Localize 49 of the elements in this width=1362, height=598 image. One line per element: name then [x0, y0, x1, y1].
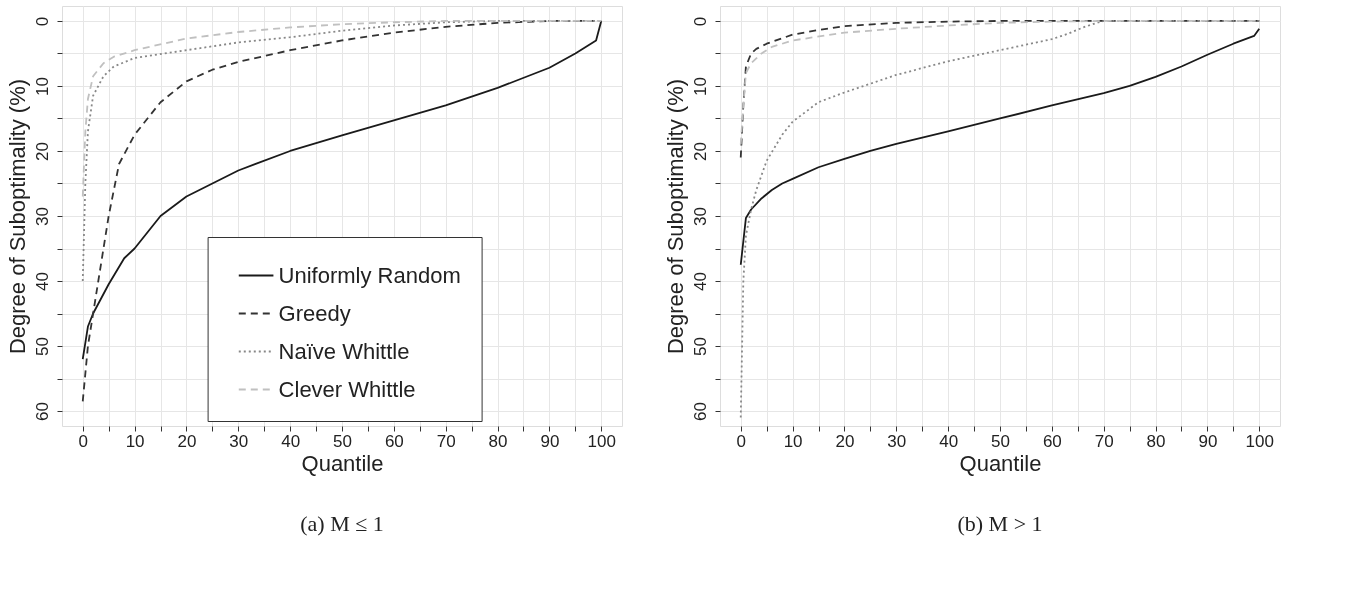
x-tick-label: 40	[281, 431, 301, 451]
x-tick-label: 30	[229, 431, 249, 451]
x-tick-label: 60	[1042, 431, 1062, 451]
x-tick-label: 10	[125, 431, 145, 451]
line-series	[739, 27, 1261, 266]
y-axis-title: Degree of Suboptimality (%)	[4, 78, 30, 355]
y-tick-label: 30	[690, 207, 710, 226]
y-tick-label: 40	[32, 272, 52, 291]
text: (a) M ≤ 1	[300, 511, 384, 536]
y-tick-label: 0	[32, 16, 52, 27]
x-axis-title: Quantile	[959, 450, 1042, 476]
y-tick-label: 30	[32, 207, 52, 226]
y-tick-label: 50	[32, 337, 52, 356]
legend-label: Greedy	[278, 300, 351, 326]
y-tick-label: 10	[32, 77, 52, 96]
x-axis-title: Quantile	[301, 450, 384, 476]
line-series	[81, 20, 603, 198]
x-tick-label: 50	[333, 431, 352, 451]
x-tick-label: 0	[736, 431, 746, 451]
x-tick-label: 70	[1094, 431, 1114, 451]
x-tick-label: 20	[177, 431, 197, 451]
legend-label: Clever Whittle	[278, 376, 416, 402]
y-tick-label: 20	[32, 142, 52, 161]
x-tick-label: 50	[991, 431, 1010, 451]
y-tick-label: 20	[690, 142, 710, 161]
x-tick-label: 40	[939, 431, 959, 451]
x-tick-label: 80	[488, 431, 508, 451]
legend-label: Uniformly Random	[278, 262, 461, 288]
x-tick-label: 0	[78, 431, 88, 451]
x-tick-label: 60	[384, 431, 404, 451]
x-tick-label: 70	[436, 431, 456, 451]
y-tick-label: 40	[690, 272, 710, 291]
x-tick-label: 100	[587, 431, 616, 451]
legend-label: Naïve Whittle	[278, 338, 410, 364]
y-axis-title: Degree of Suboptimality (%)	[662, 78, 688, 355]
x-tick-label: 20	[835, 431, 855, 451]
x-tick-label: 90	[540, 431, 560, 451]
text: (b) M > 1	[957, 511, 1043, 536]
y-tick-label: 50	[690, 337, 710, 356]
y-tick-label: 60	[32, 402, 52, 422]
x-tick-label: 80	[1146, 431, 1166, 451]
line-series	[739, 20, 1261, 419]
x-tick-label: 30	[887, 431, 907, 451]
x-tick-label: 90	[1198, 431, 1218, 451]
x-tick-label: 100	[1245, 431, 1274, 451]
x-tick-label: 10	[783, 431, 803, 451]
y-tick-label: 10	[690, 77, 710, 96]
y-tick-label: 60	[690, 402, 710, 422]
y-tick-label: 0	[690, 16, 710, 27]
